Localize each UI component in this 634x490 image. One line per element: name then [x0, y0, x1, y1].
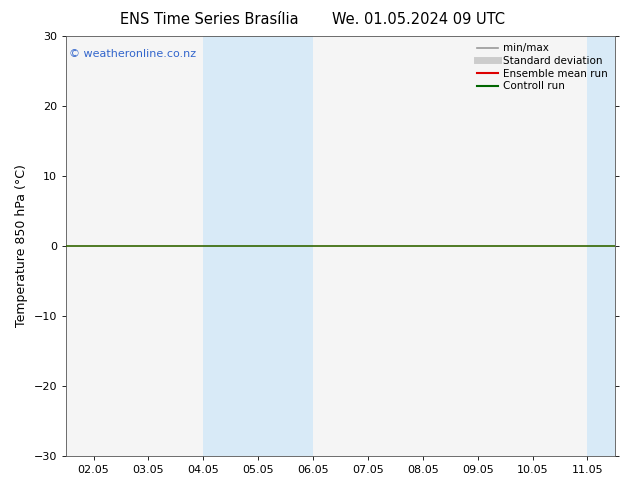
Text: © weatheronline.co.nz: © weatheronline.co.nz [69, 49, 196, 59]
Bar [204, 36, 258, 456]
Bar [258, 36, 313, 456]
Legend: min/max, Standard deviation, Ensemble mean run, Controll run: min/max, Standard deviation, Ensemble me… [475, 41, 610, 93]
Text: ENS Time Series Brasília: ENS Time Series Brasília [120, 12, 299, 27]
Text: We. 01.05.2024 09 UTC: We. 01.05.2024 09 UTC [332, 12, 505, 27]
Bar [587, 36, 615, 456]
Y-axis label: Temperature 850 hPa (°C): Temperature 850 hPa (°C) [15, 165, 28, 327]
